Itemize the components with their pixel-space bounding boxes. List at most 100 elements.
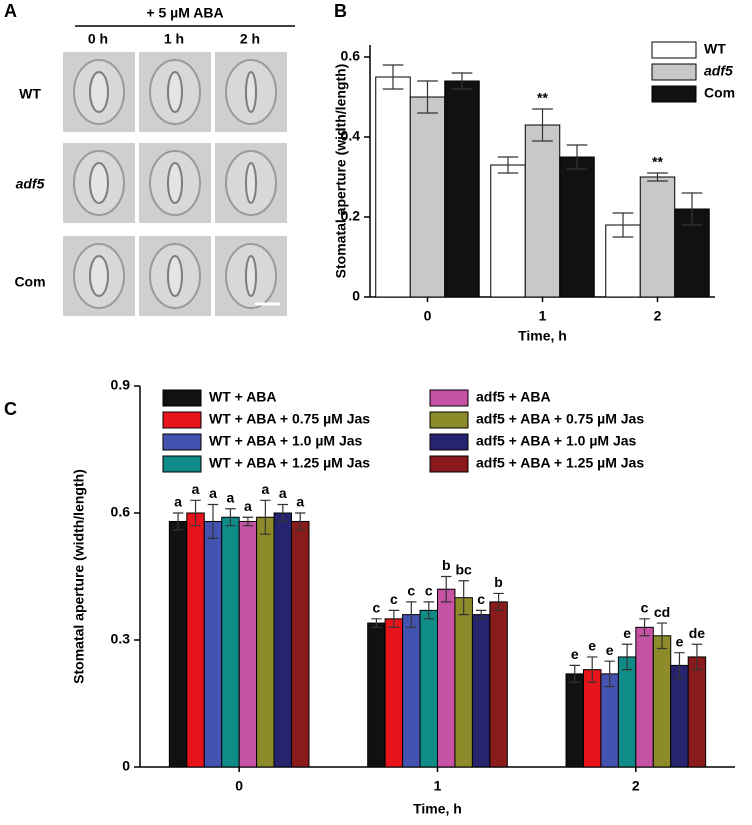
bar xyxy=(221,516,240,768)
bar xyxy=(256,516,275,768)
y-tick-label: 0.3 xyxy=(111,631,131,647)
x-tick-label: 0 xyxy=(424,308,432,324)
error-bar xyxy=(612,212,634,238)
error-bar xyxy=(207,503,219,539)
significance-label: a xyxy=(174,494,182,510)
legend-label: adf5 + ABA + 1.0 µM Jas xyxy=(476,433,637,449)
significance-label: b xyxy=(442,557,451,573)
bar xyxy=(559,156,595,298)
significance-label: a xyxy=(244,498,252,514)
bar xyxy=(203,520,223,768)
legend-label: WT xyxy=(704,41,726,57)
legend-label: WT + ABA + 1.25 µM Jas xyxy=(209,455,370,471)
legend-swatch xyxy=(429,411,469,429)
legend-label: WT + ABA xyxy=(209,389,277,405)
error-bar xyxy=(406,601,417,628)
x-tick-label: 1 xyxy=(539,308,547,324)
bar xyxy=(437,588,456,768)
error-bar xyxy=(681,192,703,226)
bar xyxy=(565,673,584,768)
bar xyxy=(168,520,188,768)
error-bar xyxy=(458,580,469,616)
error-bar xyxy=(277,503,289,523)
micrographs xyxy=(63,52,287,316)
significance-label: bc xyxy=(456,561,473,577)
significance-label: b xyxy=(494,574,503,590)
bar xyxy=(454,597,473,768)
error-bar xyxy=(371,618,382,628)
significance-label: cd xyxy=(654,604,670,620)
panel-label: C xyxy=(4,399,17,419)
significance-label: a xyxy=(261,481,269,497)
legend-swatch xyxy=(651,85,697,103)
y-axis-label: Stomatal aperture (width/length) xyxy=(71,469,87,684)
error-bar xyxy=(656,622,668,650)
significance-label: c xyxy=(407,583,415,599)
pore xyxy=(245,71,257,113)
legend-swatch xyxy=(429,389,469,407)
legend-swatch xyxy=(651,41,697,59)
bar xyxy=(419,609,438,768)
bar xyxy=(402,614,421,768)
error-bar xyxy=(497,156,519,174)
error-bar xyxy=(604,660,615,688)
legend-swatch xyxy=(162,433,202,451)
x-tick-label: 2 xyxy=(632,778,640,794)
significance-label: e xyxy=(588,638,596,654)
significance-label: c xyxy=(641,600,649,616)
pore xyxy=(167,255,183,297)
error-bar xyxy=(190,499,201,527)
bar xyxy=(600,673,619,768)
y-tick-label: 0.2 xyxy=(341,208,361,224)
significance-label: ** xyxy=(652,154,663,170)
row-label: WT xyxy=(19,86,41,102)
legend-swatch xyxy=(162,411,202,429)
y-tick-label: 0.6 xyxy=(111,504,131,520)
legend-label: adf5 + ABA + 1.25 µM Jas xyxy=(476,455,644,471)
significance-label: e xyxy=(676,633,684,649)
treatment-label: + 5 µM ABA xyxy=(146,5,223,21)
legend-swatch xyxy=(162,455,202,473)
column-label: 0 h xyxy=(88,31,108,47)
bar xyxy=(186,512,205,768)
significance-label: ** xyxy=(537,90,548,106)
legend-swatch xyxy=(429,433,469,451)
bar xyxy=(524,124,561,298)
significance-label: a xyxy=(296,494,304,510)
bar xyxy=(444,80,480,298)
significance-label: a xyxy=(227,489,235,505)
error-bar xyxy=(691,643,703,671)
error-bar xyxy=(647,172,668,182)
column-label: 2 h xyxy=(240,31,260,47)
legend-label: adf5 xyxy=(704,63,733,79)
significance-label: a xyxy=(192,481,200,497)
significance-label: a xyxy=(279,485,287,501)
column-label: 1 h xyxy=(164,31,184,47)
legend-swatch xyxy=(429,455,469,473)
bar xyxy=(367,622,386,768)
bar xyxy=(582,669,602,768)
error-bar xyxy=(382,64,404,90)
bar xyxy=(490,164,526,298)
pore xyxy=(167,162,183,204)
panel-label: A xyxy=(4,1,17,21)
significance-label: c xyxy=(373,600,381,616)
legend-swatch xyxy=(651,63,697,81)
significance-label: e xyxy=(571,646,579,662)
y-tick-label: 0.9 xyxy=(111,377,131,393)
error-bar xyxy=(475,609,487,620)
error-bar xyxy=(423,601,435,620)
error-bar xyxy=(566,144,588,170)
significance-label: de xyxy=(689,625,706,641)
bar xyxy=(489,601,508,768)
legend-swatch xyxy=(162,389,202,407)
error-bar xyxy=(639,618,650,637)
error-bar xyxy=(440,575,452,603)
error-bar xyxy=(388,609,400,628)
error-bar xyxy=(674,652,685,679)
bar xyxy=(635,626,654,768)
x-axis-label: Time, h xyxy=(413,801,462,817)
pore xyxy=(245,162,257,204)
legend-label: adf5 + ABA + 0.75 µM Jas xyxy=(476,411,644,427)
